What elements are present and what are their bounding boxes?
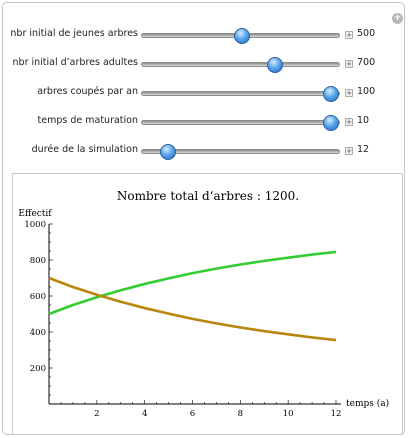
slider-label: durée de la simulation [31, 144, 138, 155]
plus-square-icon[interactable]: + [345, 60, 353, 68]
slider-track[interactable] [141, 86, 340, 102]
plus-square-icon[interactable]: + [345, 31, 353, 39]
plus-square-icon[interactable]: + [345, 147, 353, 155]
x-tick-label: 8 [238, 409, 243, 419]
x-tick-label: 4 [142, 409, 147, 419]
slider-track[interactable] [141, 115, 340, 131]
slider-value: 12 [357, 144, 370, 155]
series-line [48, 250, 337, 316]
x-tick-label: 12 [331, 409, 342, 419]
slider-value: 700 [357, 57, 376, 68]
y-tick-label: 200 [30, 364, 46, 374]
slider-track[interactable] [141, 144, 340, 160]
chart-title: Nombre total d‘arbres : 1200. [117, 189, 299, 203]
slider-row: nbr initial d’arbres adultes +700 [3, 54, 406, 74]
y-tick-label: 600 [30, 292, 46, 302]
x-axis-label: temps (a) [346, 398, 389, 409]
slider-row: nbr initial de jeunes arbres +500 [3, 25, 406, 45]
plus-square-icon[interactable]: + [345, 118, 353, 126]
slider-value: 100 [357, 86, 376, 97]
manipulate-panel: + nbr initial de jeunes arbres +500 nbr in… [2, 2, 405, 435]
slider-label: arbres coupés par an [37, 86, 138, 97]
slider-track[interactable] [141, 28, 340, 44]
y-tick-label: 400 [30, 328, 46, 338]
series-line [48, 276, 337, 342]
y-axis-label: Effectif [18, 209, 52, 219]
plus-circle-icon[interactable]: + [392, 13, 403, 24]
y-tick-label: 800 [30, 256, 46, 266]
slider-track[interactable] [141, 57, 340, 73]
slider-thumb[interactable] [323, 115, 340, 131]
x-tick-label: 6 [190, 409, 195, 419]
slider-row: durée de la simulation +12 [3, 141, 406, 161]
slider-label: temps de maturation [37, 115, 138, 126]
slider-thumb[interactable] [323, 86, 340, 102]
y-tick-label: 1000 [24, 220, 46, 230]
slider-thumb[interactable] [159, 144, 176, 160]
slider-value: 500 [357, 28, 376, 39]
slider-label: nbr initial d’arbres adultes [12, 57, 138, 68]
x-tick-label: 2 [94, 409, 99, 419]
slider-value: 10 [357, 115, 370, 126]
plot-frame: Nombre total d‘arbres : 1200. Effectif tem… [12, 173, 403, 435]
slider-thumb[interactable] [233, 28, 250, 44]
x-tick-label: 10 [283, 409, 294, 419]
slider-row: arbres coupés par an +100 [3, 83, 406, 103]
slider-thumb[interactable] [267, 57, 284, 73]
slider-row: temps de maturation +10 [3, 112, 406, 132]
slider-label: nbr initial de jeunes arbres [10, 28, 138, 39]
plus-square-icon[interactable]: + [345, 89, 353, 97]
line-chart: Nombre total d‘arbres : 1200. Effectif tem… [18, 189, 389, 419]
